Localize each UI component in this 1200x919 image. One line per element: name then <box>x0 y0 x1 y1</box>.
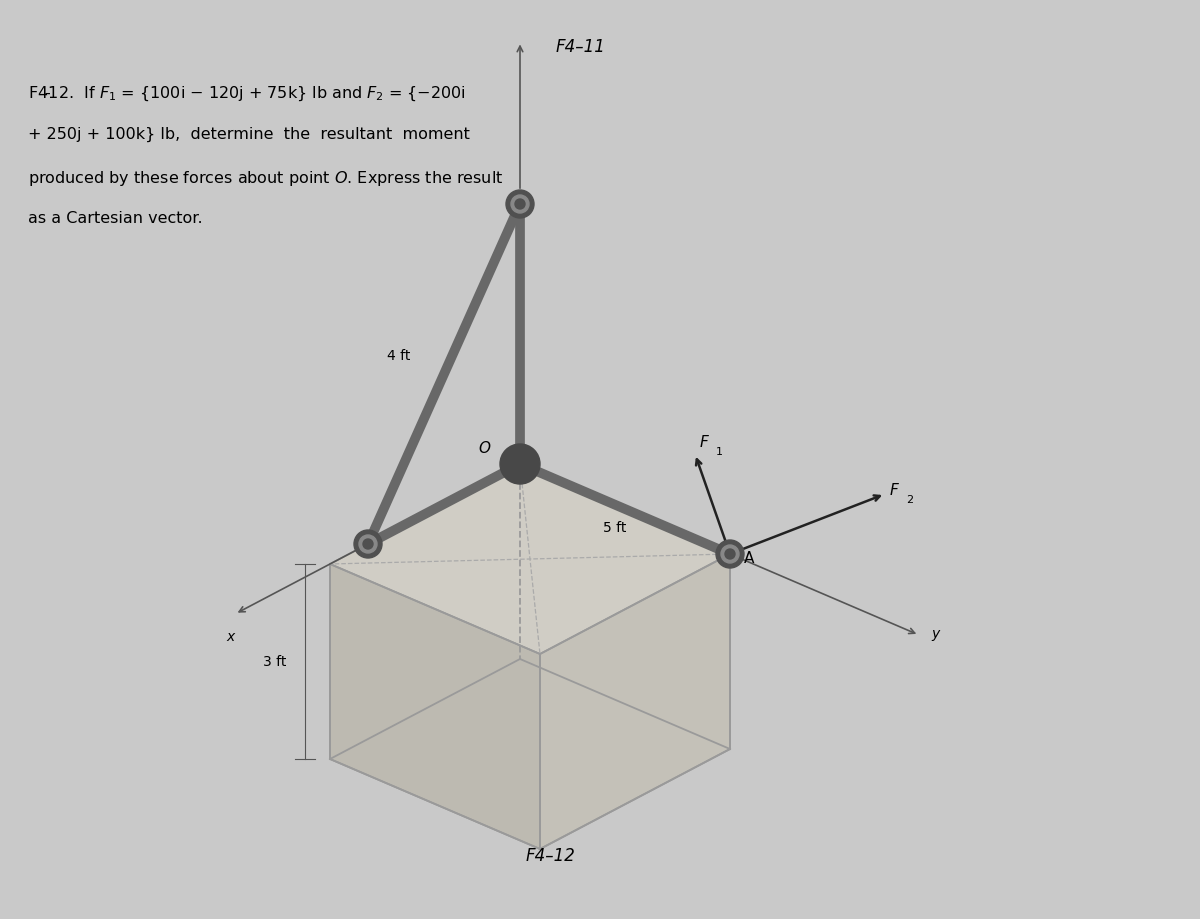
Polygon shape <box>330 464 730 654</box>
Circle shape <box>510 455 530 474</box>
Text: y: y <box>931 627 940 641</box>
Polygon shape <box>540 554 730 849</box>
Circle shape <box>716 540 744 568</box>
Text: x: x <box>226 630 234 643</box>
Circle shape <box>354 530 382 559</box>
Text: F: F <box>890 482 899 497</box>
Circle shape <box>505 449 535 480</box>
Circle shape <box>721 545 739 563</box>
Text: produced by these forces about point $O$. Express the result: produced by these forces about point $O$… <box>28 169 503 187</box>
Text: F4$\!$-$\!$12.  If $F_1$ = {100i $-$ 120j + 75k} lb and $F_2$ = {$-$200i: F4$\!$-$\!$12. If $F_1$ = {100i $-$ 120j… <box>28 85 466 103</box>
Circle shape <box>506 191 534 219</box>
Text: 3 ft: 3 ft <box>263 654 287 669</box>
Polygon shape <box>330 564 540 849</box>
Circle shape <box>500 445 540 484</box>
Text: 5 ft: 5 ft <box>604 520 626 535</box>
Circle shape <box>359 536 377 553</box>
Text: 2: 2 <box>906 494 913 505</box>
Circle shape <box>514 459 526 471</box>
Text: O: O <box>478 440 490 456</box>
Text: + 250j + 100k} lb,  determine  the  resultant  moment: + 250j + 100k} lb, determine the resulta… <box>28 127 470 142</box>
Circle shape <box>511 196 529 214</box>
Text: F4–12: F4–12 <box>526 846 575 864</box>
Circle shape <box>725 550 736 560</box>
Text: 4 ft: 4 ft <box>388 348 410 363</box>
Text: F4–11: F4–11 <box>556 38 605 56</box>
Circle shape <box>515 199 526 210</box>
Text: 1: 1 <box>716 447 724 457</box>
Text: as a Cartesian vector.: as a Cartesian vector. <box>28 210 203 226</box>
Circle shape <box>364 539 373 550</box>
Text: A: A <box>744 550 755 565</box>
Text: F: F <box>700 435 709 449</box>
Circle shape <box>517 461 523 468</box>
